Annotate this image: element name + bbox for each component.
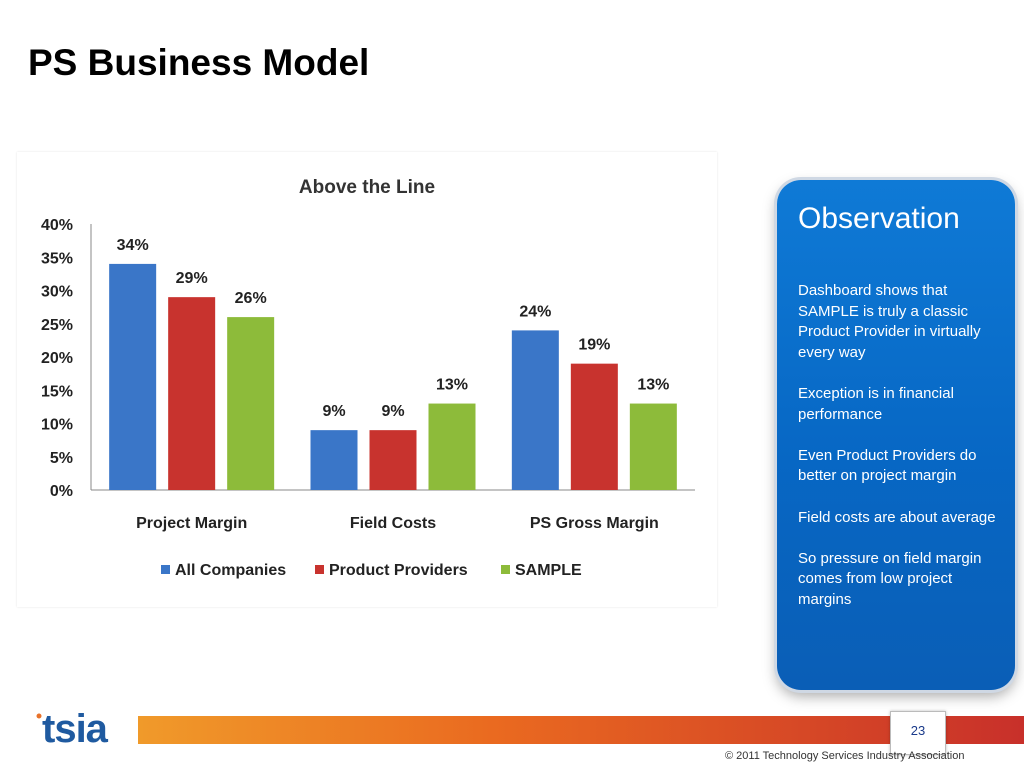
y-tick-label: 40% [41, 217, 73, 234]
observation-item: Field costs are about average [798, 508, 996, 526]
x-category-label: Project Margin [136, 515, 247, 532]
bar-data-label: 19% [578, 337, 610, 354]
bar-sample [428, 403, 476, 490]
page-number-box: 23 [890, 711, 946, 755]
bar-product-providers [168, 297, 216, 490]
x-category-label: PS Gross Margin [530, 515, 659, 532]
bar-data-label: 24% [519, 303, 551, 320]
bar-sample [629, 403, 677, 490]
legend-swatch [315, 565, 324, 574]
y-tick-label: 25% [41, 317, 73, 334]
bar-data-label: 29% [176, 270, 208, 287]
legend-swatch [501, 565, 510, 574]
chart-panel: Above the Line 0% 5% 10% 15% 20% 25% 30% 35% 40% 3… [17, 152, 717, 607]
bar-chart: Above the Line 0% 5% 10% 15% 20% 25% 30% 35% 40% 3… [41, 177, 695, 579]
observation-list: Dashboard shows that SAMPLE is truly a c… [798, 281, 1003, 631]
observation-item: Exception is in financial performance [798, 384, 954, 423]
footer-bar [138, 716, 1024, 744]
legend-label: Product Providers [329, 562, 468, 579]
bar-data-label: 34% [117, 237, 149, 254]
bar-product-providers [369, 430, 417, 490]
observation-item: Dashboard shows that SAMPLE is truly a c… [798, 282, 981, 361]
bar-sample [227, 317, 275, 490]
bar-product-providers [570, 363, 618, 490]
observation-item: So pressure on field margin comes from l… [798, 549, 982, 608]
page-number: 23 [910, 723, 926, 738]
legend-swatch [161, 565, 170, 574]
y-tick-label: 10% [41, 417, 73, 434]
slide-title: PS Business Model [28, 42, 370, 83]
x-category-label: Field Costs [350, 515, 436, 532]
y-tick-label: 15% [41, 383, 73, 400]
bar-all-companies [310, 430, 358, 490]
y-tick-label: 20% [41, 350, 73, 367]
observation-title: Observation [798, 202, 960, 235]
y-tick-label: 35% [41, 250, 73, 267]
bar-data-label: 13% [637, 377, 669, 394]
observation-panel: Observation Dashboard shows that SAMPLE … [777, 180, 1015, 690]
bar-all-companies [109, 263, 157, 490]
bar-data-label: 26% [235, 290, 267, 307]
bar-all-companies [511, 330, 559, 490]
y-tick-label: 0% [50, 483, 73, 500]
legend-label: All Companies [175, 562, 286, 579]
tsia-logo: tsia [34, 706, 134, 751]
bar-data-label: 9% [322, 403, 345, 420]
observation-item: Even Product Providers do better on proj… [798, 446, 977, 485]
copyright-text: © 2011 Technology Services Industry Asso… [725, 750, 965, 762]
legend-label: SAMPLE [515, 562, 582, 579]
bar-data-label: 9% [381, 403, 404, 420]
y-tick-label: 5% [50, 450, 73, 467]
svg-text:tsia: tsia [42, 707, 109, 748]
chart-title: Above the Line [299, 177, 435, 198]
y-tick-label: 30% [41, 284, 73, 301]
bar-data-label: 13% [436, 377, 468, 394]
